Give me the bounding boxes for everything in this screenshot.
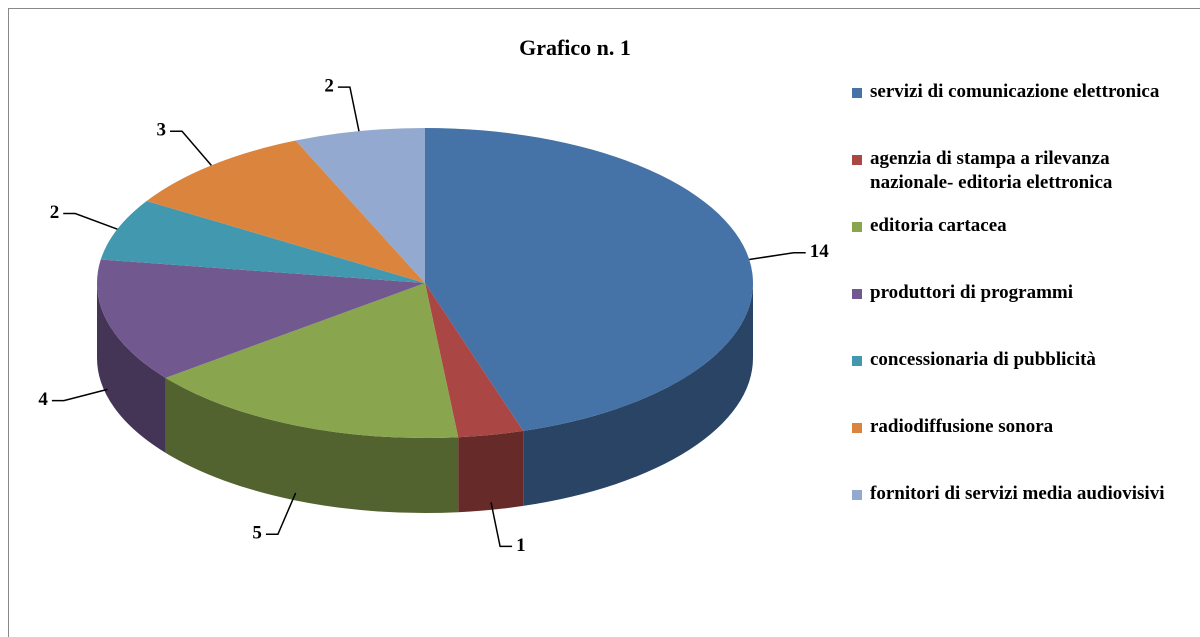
legend-swatch	[852, 423, 862, 433]
legend-entry: fornitori di servizi media audiovisivi	[852, 482, 1192, 549]
slice	[100, 201, 426, 283]
data-label: 3	[157, 120, 167, 141]
leader-line	[170, 130, 212, 166]
slice-side	[523, 283, 753, 506]
legend-swatch	[852, 356, 862, 366]
leader-line	[265, 492, 297, 536]
legend-entry: radiodiffusione sonora	[852, 415, 1192, 482]
legend-label: servizi di comunicazione elettronica	[870, 81, 1160, 102]
legend-swatch	[852, 222, 862, 232]
leader-line	[749, 251, 806, 261]
legend-swatch	[852, 289, 862, 299]
leader-line	[51, 388, 108, 402]
legend-label: agenzia di stampa a rilevanza nazionale-…	[870, 148, 1113, 193]
slice	[295, 128, 425, 283]
legend-label: radiodiffusione sonora	[870, 416, 1054, 437]
legend: servizi di comunicazione elettronica agen…	[852, 80, 1192, 549]
legend-entry: editoria cartacea	[852, 214, 1192, 281]
data-label: 2	[50, 202, 60, 223]
legend-label: fornitori di servizi media audiovisivi	[870, 483, 1165, 504]
leader-line	[490, 502, 513, 548]
slice	[146, 140, 425, 283]
legend-label: concessionaria di pubblicità	[870, 349, 1096, 370]
legend-entry: agenzia di stampa a rilevanza nazionale-…	[852, 147, 1192, 214]
data-label: 4	[38, 389, 48, 410]
leader-line	[63, 212, 118, 230]
data-label: 1	[516, 535, 526, 556]
legend-swatch	[852, 88, 862, 98]
legend-label: produttori di programmi	[870, 282, 1074, 303]
slice	[425, 283, 524, 438]
leader-line	[337, 86, 360, 132]
slice-side	[458, 430, 524, 513]
legend-entry: servizi di comunicazione elettronica	[852, 80, 1192, 147]
chart-title: Grafico n. 1	[519, 35, 631, 60]
legend-swatch	[852, 490, 862, 500]
data-label: 14	[810, 241, 830, 262]
data-label: 2	[324, 75, 334, 96]
legend-entry: concessionaria di pubblicità	[852, 348, 1192, 415]
legend-entry: produttori di programmi	[852, 281, 1192, 348]
data-label: 5	[252, 523, 262, 544]
chart-frame	[8, 8, 1200, 637]
legend-swatch	[852, 155, 862, 165]
slice	[96, 259, 426, 378]
slice	[425, 128, 753, 431]
slice	[165, 283, 459, 438]
slice-side	[97, 283, 166, 453]
slice-side	[165, 377, 459, 513]
legend-label: editoria cartacea	[870, 215, 1007, 236]
